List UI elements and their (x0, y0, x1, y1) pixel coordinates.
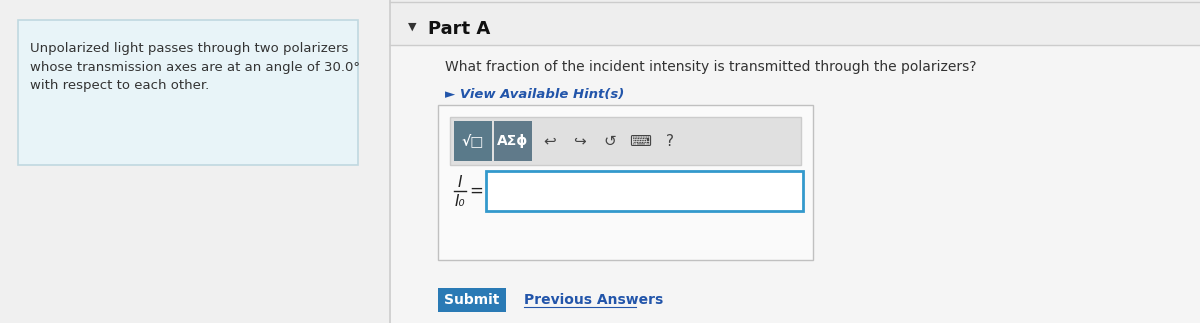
Text: AΣϕ: AΣϕ (497, 134, 529, 148)
Text: √□: √□ (462, 134, 484, 148)
FancyBboxPatch shape (390, 0, 1200, 323)
Text: I₀: I₀ (455, 193, 466, 209)
Text: Previous Answers: Previous Answers (524, 293, 664, 307)
Text: Unpolarized light passes through two polarizers
whose transmission axes are at a: Unpolarized light passes through two pol… (30, 42, 360, 92)
FancyBboxPatch shape (18, 20, 358, 165)
Text: I: I (457, 174, 462, 190)
Text: ↺: ↺ (604, 133, 617, 149)
FancyBboxPatch shape (438, 288, 506, 312)
Text: ?: ? (666, 133, 674, 149)
Text: ▼: ▼ (408, 22, 416, 32)
Text: Part A: Part A (428, 20, 491, 38)
Text: What fraction of the incident intensity is transmitted through the polarizers?: What fraction of the incident intensity … (445, 60, 977, 74)
Text: ↪: ↪ (574, 133, 587, 149)
FancyBboxPatch shape (390, 0, 1200, 45)
FancyBboxPatch shape (438, 105, 814, 260)
FancyBboxPatch shape (454, 121, 492, 161)
FancyBboxPatch shape (494, 121, 532, 161)
Text: ► View Available Hint(s): ► View Available Hint(s) (445, 88, 624, 101)
Text: ↩: ↩ (544, 133, 557, 149)
Text: ⌨: ⌨ (629, 133, 650, 149)
Text: =: = (469, 182, 482, 200)
Text: Submit: Submit (444, 293, 499, 307)
FancyBboxPatch shape (450, 117, 802, 165)
FancyBboxPatch shape (486, 171, 803, 211)
